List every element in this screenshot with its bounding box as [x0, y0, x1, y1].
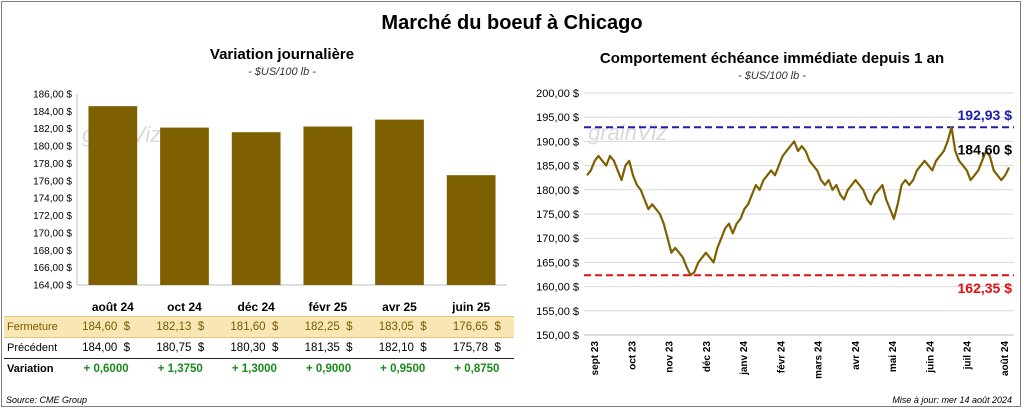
line-chart: grainViz 150,00 $ 155,00 $ 160,00 $ 165,00 … — [536, 88, 1014, 379]
x-tick-label: déc 24 — [237, 300, 275, 314]
table-cell: 175,78 $ — [439, 337, 514, 359]
y-tick-label: 180,00 $ — [33, 142, 72, 153]
watermark: grainViz — [588, 120, 667, 145]
y-tick-label: 176,00 $ — [33, 176, 72, 187]
y-tick-label: 164,00 $ — [33, 281, 72, 292]
x-tick-label: mars 24 — [814, 341, 825, 379]
y-tick-label: 168,00 $ — [33, 246, 72, 257]
x-tick-label: févr 24 — [776, 341, 787, 374]
table-cell: 182,10 $ — [365, 337, 440, 359]
y-tick-label: 178,00 $ — [33, 159, 72, 170]
bar — [446, 175, 496, 285]
table-cell: + 1,3750 — [157, 363, 203, 375]
y-tick-label: 166,00 $ — [33, 263, 72, 274]
x-tick-label: sept 23 — [590, 341, 601, 376]
last-label: 184,60 $ — [958, 142, 1013, 158]
source-note: Source: CME Group — [6, 395, 88, 405]
table-row: Fermeture 184,60 $182,13 $181,60 $182,25 … — [4, 316, 514, 338]
table-cell: 181,60 $ — [217, 316, 292, 338]
x-tick-label: juin 25 — [451, 300, 490, 314]
table-cell: 176,65 $ — [439, 316, 514, 338]
x-tick-label: oct 24 — [167, 300, 202, 314]
left-panel-unit: - $US/100 lb - — [248, 66, 316, 78]
x-tick-label: août 24 — [1000, 341, 1011, 376]
y-tick-label: 170,00 $ — [33, 228, 72, 239]
y-tick-label: 195,00 $ — [536, 112, 579, 124]
bar — [160, 127, 209, 285]
y-tick-label: 190,00 $ — [536, 136, 579, 148]
table-cell: 184,60 $ — [69, 316, 144, 338]
x-tick-label: déc 23 — [702, 341, 713, 373]
table-cell: + 1,3000 — [231, 363, 277, 375]
left-panel-title: Variation journalière — [209, 46, 355, 63]
y-tick-label: 165,00 $ — [536, 257, 579, 269]
y-tick-label: 175,00 $ — [536, 209, 579, 221]
y-tick-label: 182,00 $ — [33, 124, 72, 135]
y-tick-label: 155,00 $ — [536, 306, 579, 318]
min-label: 162,35 $ — [958, 280, 1013, 296]
x-tick-label: juin 24 — [925, 341, 936, 374]
x-tick-label: avr 25 — [382, 300, 417, 314]
table-cell: 182,13 $ — [143, 316, 218, 338]
table-cell: 182,25 $ — [291, 316, 366, 338]
table-cell: 184,00 $ — [69, 337, 144, 359]
table-cell: + 0,8750 — [454, 363, 500, 375]
y-tick-label: 174,00 $ — [33, 194, 72, 205]
table-cell: 183,05 $ — [365, 316, 440, 338]
row-label: Précédent — [4, 337, 69, 359]
table-cell: + 0,9000 — [306, 363, 352, 375]
x-tick-label: janv 24 — [739, 341, 750, 376]
y-tick-label: 160,00 $ — [536, 282, 579, 294]
bar — [231, 132, 281, 285]
y-tick-label: 184,00 $ — [33, 107, 72, 118]
bar — [303, 126, 353, 285]
x-tick-label: avr 24 — [851, 341, 862, 370]
table-row: Précédent 184,00 $180,75 $180,30 $181,35 … — [4, 337, 514, 359]
x-tick-label: mai 24 — [888, 341, 899, 373]
x-tick-label: nov 23 — [665, 341, 676, 373]
bar — [88, 106, 138, 285]
y-tick-label: 185,00 $ — [536, 161, 579, 173]
y-tick-label: 186,00 $ — [33, 90, 72, 101]
table-cell: 180,75 $ — [143, 337, 218, 359]
table-cell: 180,30 $ — [217, 337, 292, 359]
row-label: Variation — [7, 363, 54, 375]
table-cell: 181,35 $ — [291, 337, 366, 359]
right-panel-unit: - $US/100 lb - — [738, 70, 806, 82]
y-tick-label: 172,00 $ — [33, 211, 72, 222]
x-tick-label: juil 24 — [963, 341, 974, 371]
futures-table: Fermeture 184,60 $182,13 $181,60 $182,25 … — [4, 316, 514, 379]
bar-chart: grainViz 164,00 $166,00 $168,00 $170,00 … — [33, 90, 507, 314]
x-tick-label: août 24 — [92, 300, 134, 314]
price-line — [586, 126, 1010, 277]
bar — [375, 119, 424, 285]
table-cell: + 0,6000 — [83, 363, 129, 375]
row-label: Fermeture — [4, 316, 69, 338]
table-cell: + 0,9500 — [380, 363, 426, 375]
right-panel-title: Comportement échéance immédiate depuis 1… — [599, 50, 945, 67]
update-date: Mise à jour: mer 14 août 2024 — [892, 395, 1012, 405]
y-tick-label: 170,00 $ — [536, 233, 579, 245]
table-row: Variation + 0,6000 + 1,3750 + 1,3000 + 0,900… — [4, 359, 514, 380]
x-tick-label: oct 23 — [627, 341, 638, 370]
page-title: Marché du boeuf à Chicago — [381, 12, 643, 34]
x-tick-label: févr 25 — [308, 300, 347, 314]
y-tick-label: 200,00 $ — [536, 88, 579, 100]
y-tick-label: 180,00 $ — [536, 185, 579, 197]
max-label: 192,93 $ — [958, 107, 1013, 123]
y-tick-label: 150,00 $ — [536, 330, 579, 342]
